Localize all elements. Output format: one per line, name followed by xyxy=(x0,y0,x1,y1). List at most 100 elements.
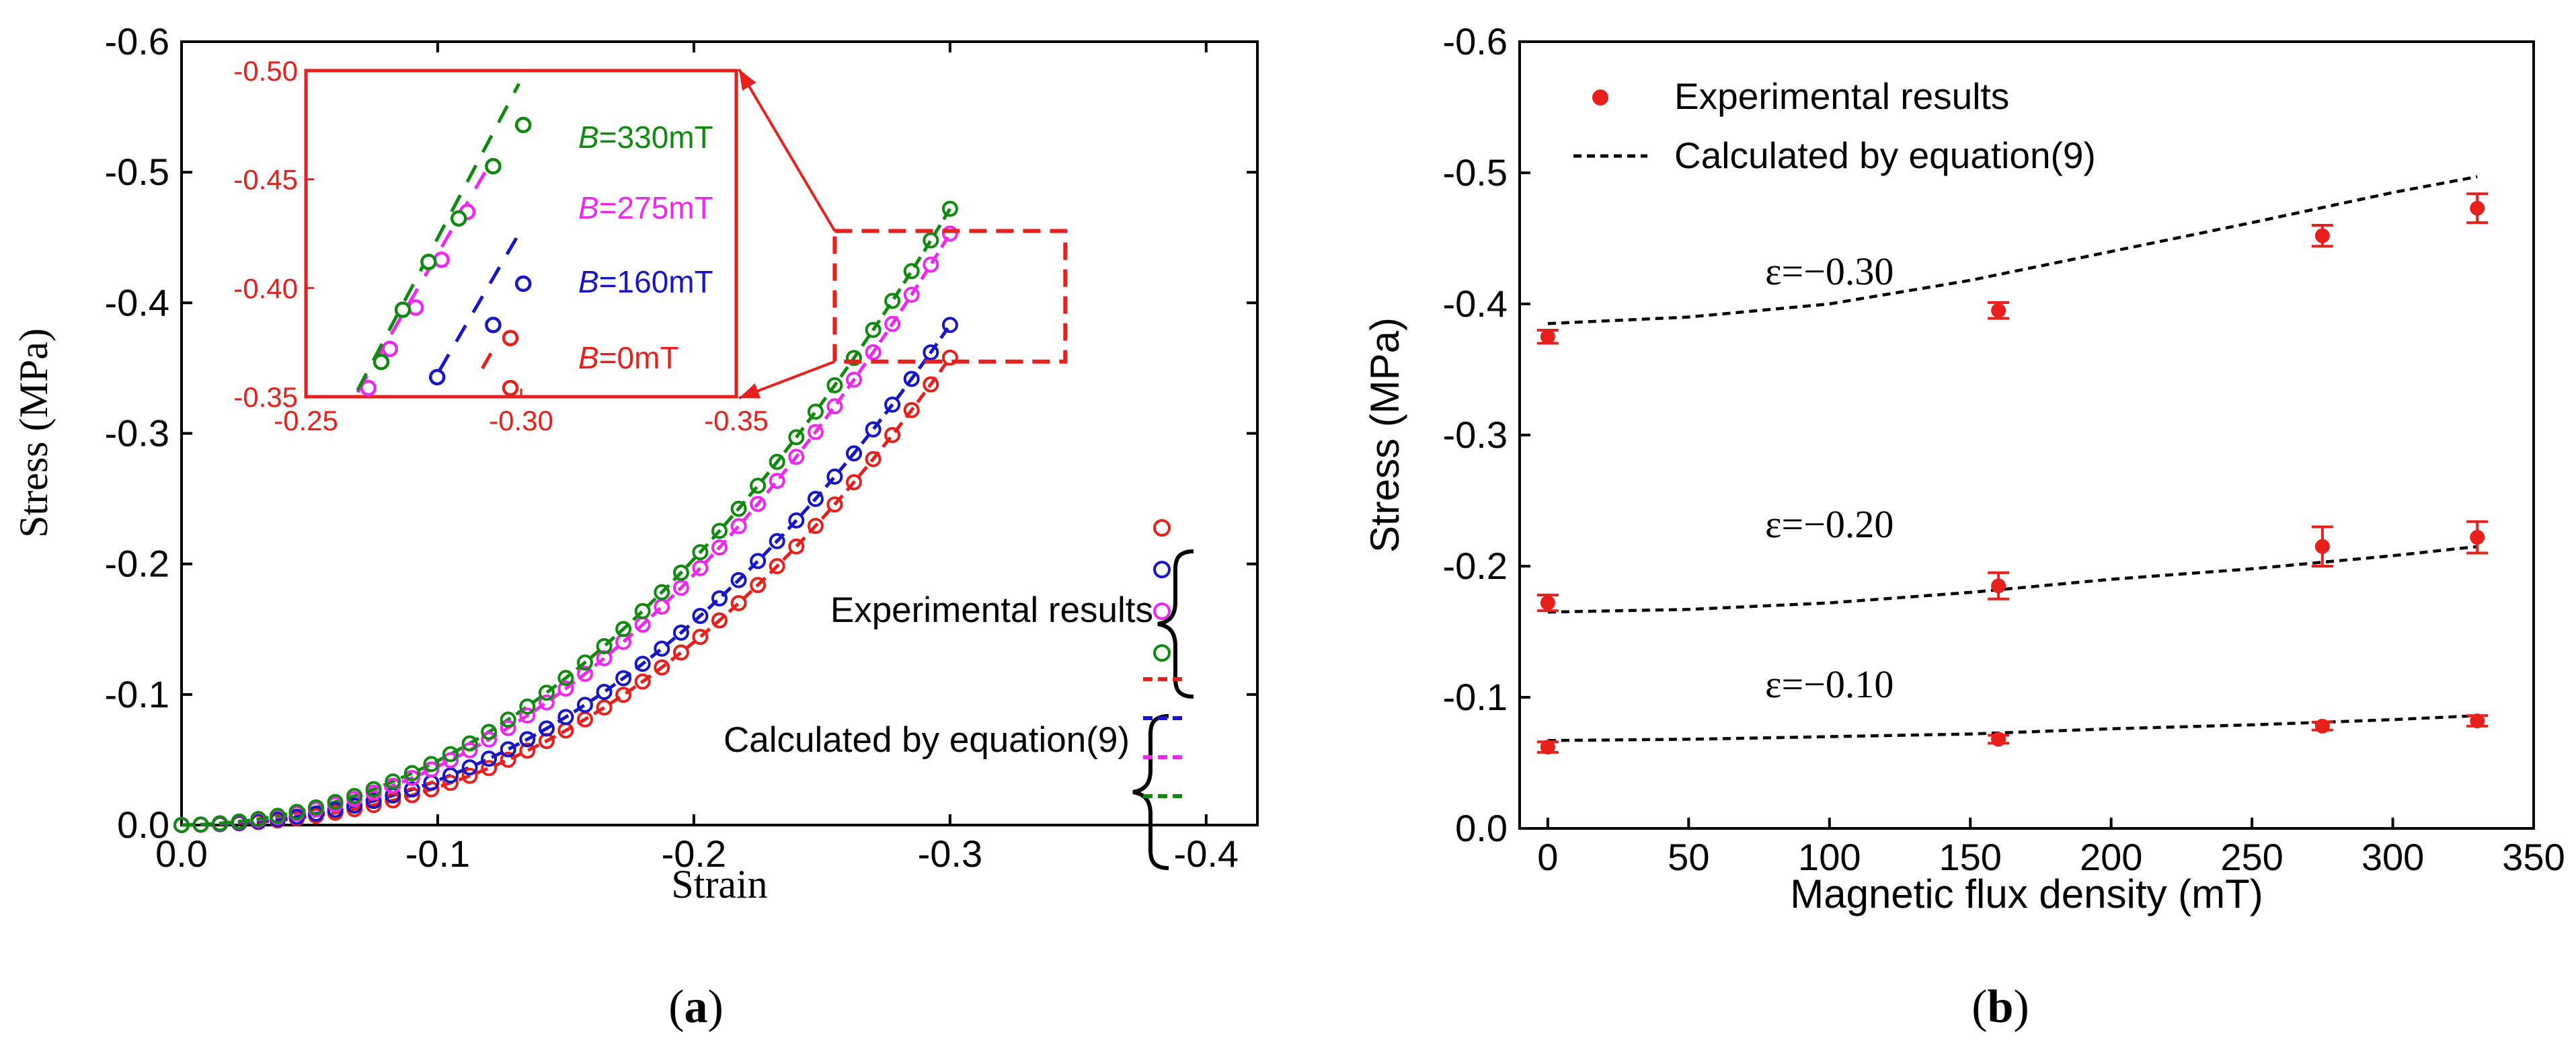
panel-b-ticks: 0 50 100 150 200 250 300 350 0.0 -0.1 -0.2 -0.3 -0.4… xyxy=(1443,20,2565,878)
exp-point-magenta xyxy=(846,371,862,388)
exp-point-blue xyxy=(557,709,574,726)
exp-point-blue xyxy=(730,572,747,588)
legend-items xyxy=(1143,519,1183,798)
exp-point xyxy=(2470,713,2485,729)
exp-point-green xyxy=(711,522,728,539)
x-tick-label: -0.4 xyxy=(1174,832,1239,875)
exp-point-blue xyxy=(519,731,536,748)
inset-b-value: =330mT xyxy=(599,120,713,155)
legend-calculated-label: Calculated by equation(9) xyxy=(1674,134,2096,176)
y-tick-label: -0.2 xyxy=(1443,545,1508,587)
exp-point-magenta xyxy=(461,742,478,758)
x-tick-label: -0.1 xyxy=(405,832,471,875)
panel-b-label: (b) xyxy=(1972,981,2029,1033)
inset-b-value: =0mT xyxy=(599,340,679,375)
exp-point-red xyxy=(807,518,824,535)
panel-a-markers xyxy=(173,200,958,833)
exp-point-red xyxy=(634,673,651,690)
zoom-region-box xyxy=(832,229,1068,364)
panel-a-letter: a xyxy=(685,981,708,1033)
exp-point-red xyxy=(461,767,478,784)
panel-a-label: (a) xyxy=(668,981,724,1033)
inset-b-label-green: B=330mT xyxy=(578,120,713,155)
exp-point-red xyxy=(865,451,882,467)
exp-point-magenta xyxy=(557,680,574,697)
zoom-arrow-top xyxy=(738,68,836,232)
strain-label: ε=−0.20 xyxy=(1765,502,1894,546)
exp-point-magenta xyxy=(442,752,459,769)
inset-exp-point-magenta xyxy=(407,299,424,316)
exp-point-blue xyxy=(923,344,939,361)
exp-point-blue xyxy=(807,491,824,507)
exp-point-green xyxy=(807,403,824,420)
exp-point-red xyxy=(884,427,901,443)
exp-point-green xyxy=(269,808,286,824)
exp-point-magenta xyxy=(750,496,767,512)
exp-point-green xyxy=(826,377,843,393)
inset-exp-point-magenta xyxy=(360,379,377,397)
exp-point-magenta xyxy=(692,559,709,576)
zoom-arrowhead-top xyxy=(739,69,756,91)
exp-point-magenta xyxy=(923,256,939,273)
exp-point-red xyxy=(519,742,536,759)
panel-a-y-axis-title: Stress (MPa) xyxy=(11,328,56,538)
exp-point-blue xyxy=(346,797,363,814)
exp-point-green xyxy=(788,429,805,446)
exp-point-green xyxy=(615,621,632,637)
inset-calc-green xyxy=(356,83,521,391)
exp-point xyxy=(1540,595,1555,611)
exp-point-blue xyxy=(461,759,478,776)
legend-exp-marker-magenta xyxy=(1153,602,1171,620)
legend-experimental-label: Experimental results xyxy=(830,590,1153,630)
exp-point-magenta xyxy=(596,650,613,666)
inset-exp-point-blue xyxy=(514,275,532,292)
exp-point xyxy=(1991,303,2006,318)
exp-point-blue xyxy=(327,802,344,818)
exp-point-magenta xyxy=(672,580,689,596)
calc-curve xyxy=(1547,545,2478,614)
exp-point xyxy=(1540,329,1555,344)
exp-point-green xyxy=(346,787,363,804)
y-tick-label: -0.4 xyxy=(105,281,170,323)
exp-point xyxy=(2470,530,2485,545)
x-tick-label: 0.0 xyxy=(155,832,208,875)
exp-point-red xyxy=(730,595,747,611)
exp-point-blue xyxy=(711,590,728,607)
exp-point-green xyxy=(173,817,190,833)
y-tick-label: -0.5 xyxy=(105,151,170,193)
exp-point-green xyxy=(212,815,229,832)
exp-point-blue xyxy=(596,684,613,700)
exp-point-green xyxy=(519,698,536,715)
panel-b-x-axis-title: Magnetic flux density (mT) xyxy=(1790,871,2263,916)
exp-point-magenta xyxy=(903,286,920,303)
inset-b-italic: B xyxy=(578,340,599,375)
exp-point xyxy=(2314,718,2330,734)
panel-b-letter: b xyxy=(1988,981,2014,1033)
exp-point-blue xyxy=(577,697,593,713)
exp-point-red xyxy=(442,775,459,791)
y-tick-label: -0.4 xyxy=(1443,282,1508,325)
exp-point-red xyxy=(941,349,958,366)
exp-point-magenta xyxy=(730,518,747,535)
exp-point-red xyxy=(750,577,767,594)
exp-point-green xyxy=(327,793,344,810)
y-tick-label: -0.6 xyxy=(1443,20,1508,63)
inset-exp-point-green xyxy=(373,354,390,370)
inset-y-tick-label: -0.50 xyxy=(233,55,298,87)
x-tick-label: -0.3 xyxy=(918,832,983,875)
legend-experimental-label: Experimental results xyxy=(1674,75,2009,117)
exp-point-green xyxy=(577,654,593,671)
exp-point-green xyxy=(231,813,247,830)
legend-calculated-label: Calculated by equation(9) xyxy=(724,720,1130,760)
inset-calc-blue xyxy=(438,233,520,372)
exp-point-red xyxy=(923,376,939,393)
exp-point-magenta xyxy=(807,424,824,440)
exp-point-red xyxy=(769,558,785,574)
exp-point-magenta xyxy=(481,731,498,748)
exp-point-red xyxy=(903,401,920,418)
inset-x-tick-label: -0.25 xyxy=(274,405,338,436)
inset-y-tick-label: -0.35 xyxy=(233,381,298,413)
exp-point-green xyxy=(288,804,305,820)
panel-a-legend: Experimental results Calculated by equat… xyxy=(724,519,1194,870)
